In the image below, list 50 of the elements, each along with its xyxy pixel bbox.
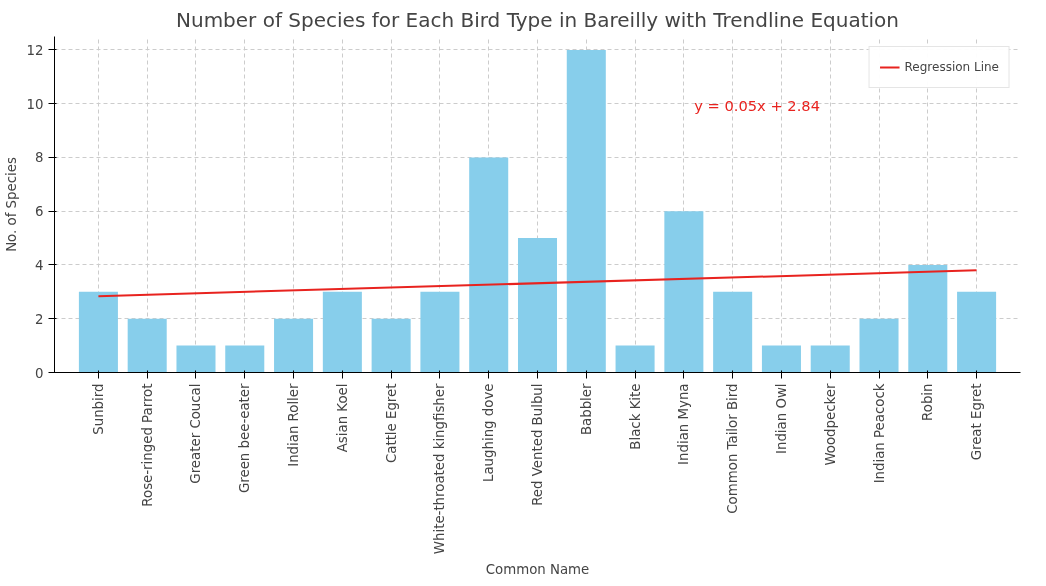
y-tick-label: 2 [35, 311, 44, 327]
bar [274, 318, 314, 373]
x-tick-label: Indian Peacock [871, 383, 887, 484]
x-tick-label: Greater Coucal [188, 383, 204, 484]
bar [225, 345, 265, 373]
x-tick-label: Laughing dove [481, 383, 497, 482]
x-tick-label: Woodpecker [822, 382, 838, 466]
x-tick-label: Sunbird [90, 383, 106, 435]
y-tick-label: 4 [35, 257, 44, 273]
x-tick-label: Cattle Egret [383, 383, 399, 464]
annotation: y = 0.05x + 2.84 [694, 97, 820, 115]
bar [908, 264, 948, 373]
y-tick-label: 8 [35, 150, 44, 166]
chart-title: Number of Species for Each Bird Type in Bareilly with Trendline Equation [176, 7, 900, 32]
x-tick-label: Red Vented Bulbul [530, 383, 545, 506]
y-tick-label: 12 [26, 42, 44, 58]
bar [957, 291, 997, 373]
x-tick-label: Great Egret [969, 383, 985, 461]
y-tick-label: 10 [26, 96, 44, 112]
bar [127, 318, 167, 373]
bar [469, 157, 509, 373]
x-tick-label: Indian Owl [773, 383, 789, 454]
bar [517, 238, 558, 373]
bar [761, 345, 801, 373]
x-tick-label: Rose-ringed Parrot [139, 383, 155, 507]
x-tick-label: Black Kite [627, 383, 643, 450]
x-tick-label: Robin [920, 383, 936, 421]
x-tick-label: Green bee-eater [237, 382, 253, 494]
bar [859, 318, 899, 373]
y-tick-label: 0 [35, 365, 44, 381]
x-tick-label: Babbler [578, 382, 594, 436]
y-tick-label: 6 [35, 204, 44, 220]
bar [810, 345, 850, 373]
bar [713, 291, 753, 373]
x-tick-label: Indian Myna [676, 383, 692, 465]
x-axis-title: Common Name [485, 562, 590, 578]
bar [566, 49, 606, 373]
bar [664, 211, 704, 373]
bar [78, 291, 118, 373]
x-tick-label: Common Tailor Bird [725, 383, 741, 514]
x-tick-label: Indian Roller [286, 382, 302, 467]
x-tick-label: White-throated kingfisher [432, 382, 448, 555]
bar [371, 318, 411, 373]
y-axis-title: No. of Species [3, 157, 19, 252]
bar [322, 291, 362, 373]
x-tick-label: Asian Koel [334, 383, 350, 453]
legend-label: Regression Line [904, 60, 999, 74]
bar [420, 291, 460, 373]
bar [176, 345, 216, 373]
bar [615, 345, 655, 373]
